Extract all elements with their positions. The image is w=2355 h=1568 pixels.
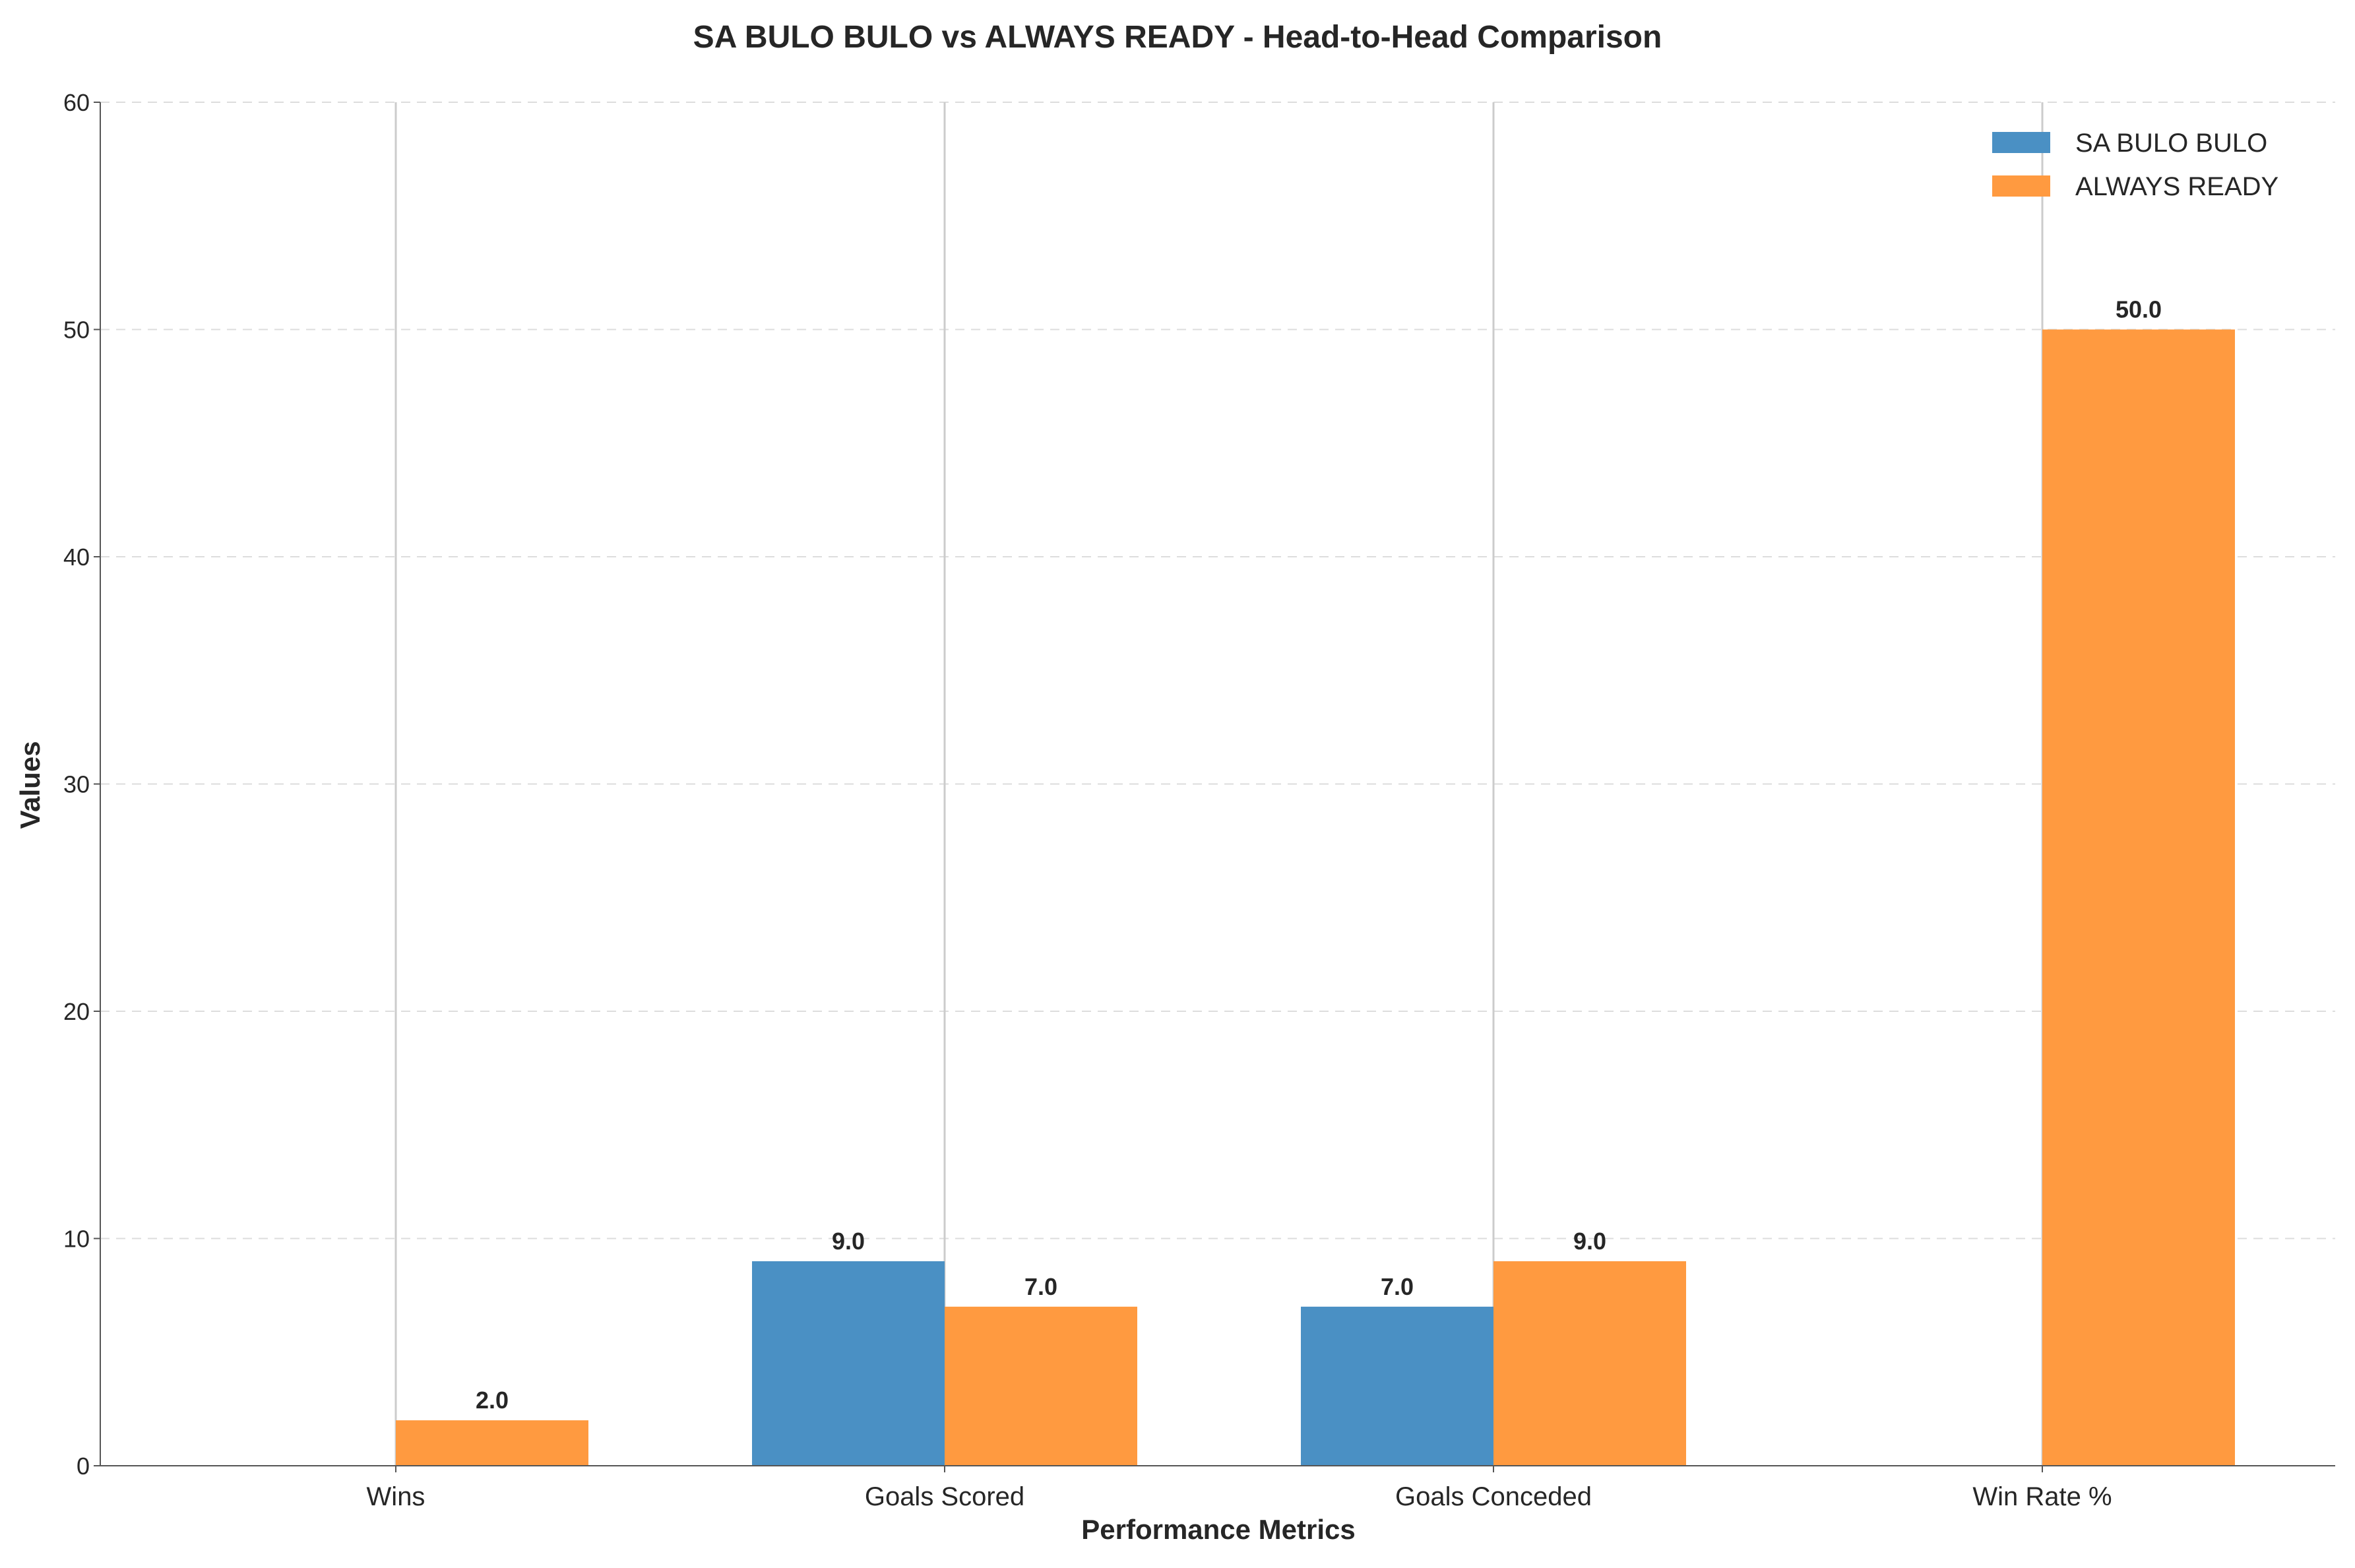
- bar-value-label: 7.0: [1024, 1273, 1057, 1300]
- y-tick-label: 10: [63, 1226, 90, 1253]
- bar-value-label: 7.0: [1381, 1273, 1414, 1300]
- y-gridlines: [100, 102, 2335, 1239]
- bar-sa-bulo-bulo: [752, 1261, 945, 1466]
- legend-swatch: [1992, 175, 2050, 197]
- y-axis-label: Values: [15, 741, 46, 829]
- y-tick-label: 20: [63, 998, 90, 1025]
- y-tick-label: 40: [63, 544, 90, 571]
- bar-always-ready: [2042, 329, 2235, 1466]
- x-tick-label: Win Rate %: [1972, 1482, 2112, 1511]
- bar-value-label: 9.0: [832, 1228, 865, 1255]
- bar-always-ready: [945, 1306, 1137, 1466]
- legend-label: SA BULO BULO: [2075, 129, 2267, 158]
- data-labels-group: 9.0 7.0 2.0 7.0 9.0 50.0: [476, 296, 2162, 1414]
- chart-title: SA BULO BULO vs ALWAYS READY - Head-to-H…: [693, 20, 1662, 55]
- bar-value-label: 50.0: [2116, 296, 2162, 323]
- legend: SA BULO BULO ALWAYS READY: [1992, 129, 2278, 201]
- x-axis-ticks: Wins Goals Scored Goals Conceded Win Rate %: [367, 1466, 2112, 1511]
- bars-group: [396, 329, 2235, 1466]
- x-axis-label: Performance Metrics: [1081, 1514, 1356, 1545]
- y-tick-label: 50: [63, 317, 90, 344]
- x-tick-label: Wins: [367, 1482, 425, 1511]
- y-axis-ticks: 0 10 20 30 40 50 60: [63, 89, 100, 1480]
- legend-swatch: [1992, 132, 2050, 153]
- bar-always-ready: [396, 1420, 588, 1466]
- y-tick-label: 30: [63, 771, 90, 798]
- bar-value-label: 2.0: [476, 1387, 509, 1414]
- x-tick-label: Goals Conceded: [1395, 1482, 1592, 1511]
- bar-always-ready: [1493, 1261, 1686, 1466]
- legend-label: ALWAYS READY: [2075, 172, 2278, 201]
- bar-sa-bulo-bulo: [1301, 1306, 1493, 1466]
- bar-value-label: 9.0: [1573, 1228, 1606, 1255]
- y-tick-label: 60: [63, 89, 90, 116]
- x-tick-label: Goals Scored: [865, 1482, 1024, 1511]
- y-tick-label: 0: [77, 1453, 90, 1480]
